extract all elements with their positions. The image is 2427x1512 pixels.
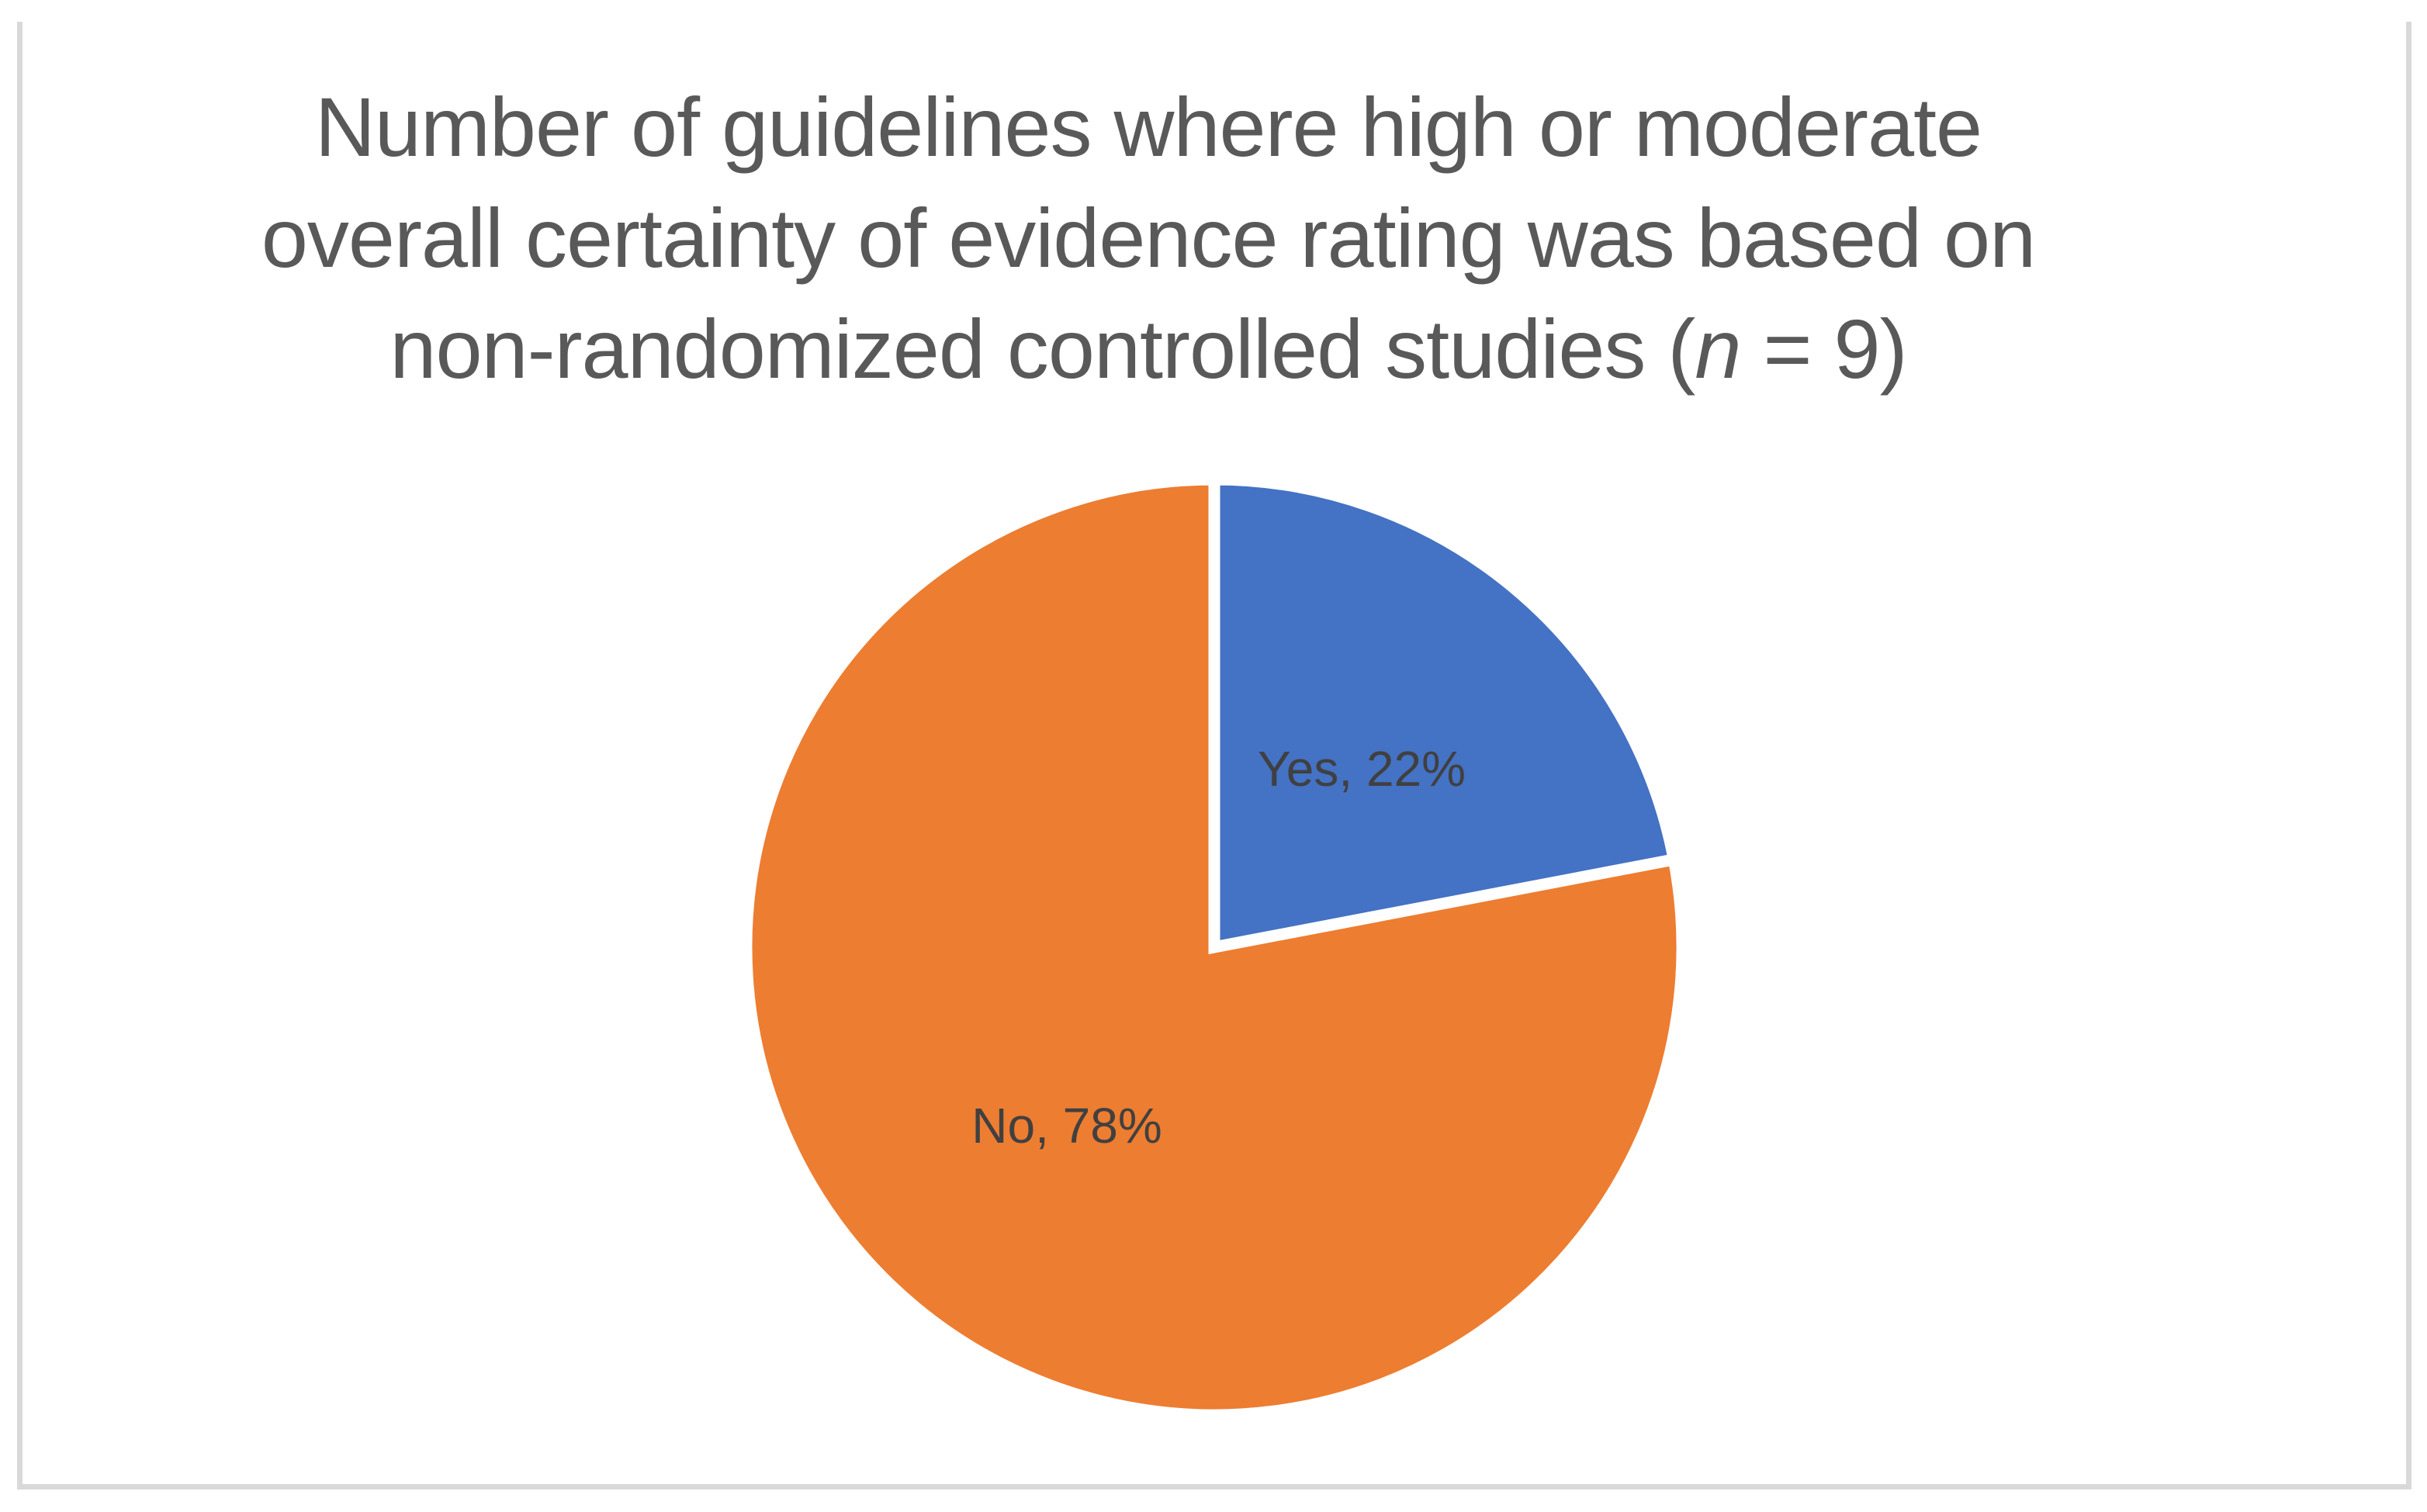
chart-title-line-3-pre: non-randomized controlled studies (: [389, 302, 1695, 396]
pie-slice-no: [740, 473, 1688, 1421]
chart-title-line-3-post: = 9): [1740, 302, 1907, 396]
chart-title-line-3: non-randomized controlled studies (n = 9…: [0, 293, 2297, 404]
pie-slice-yes: [1208, 473, 1681, 955]
chart-title: Number of guidelines where high or moder…: [0, 71, 2297, 404]
chart-title-line-1: Number of guidelines where high or moder…: [314, 80, 1982, 174]
pie-chart: [740, 473, 1688, 1421]
chart-title-n-symbol: n: [1695, 302, 1741, 396]
chart-title-line-2: overall certainty of evidence rating was…: [261, 191, 2036, 285]
